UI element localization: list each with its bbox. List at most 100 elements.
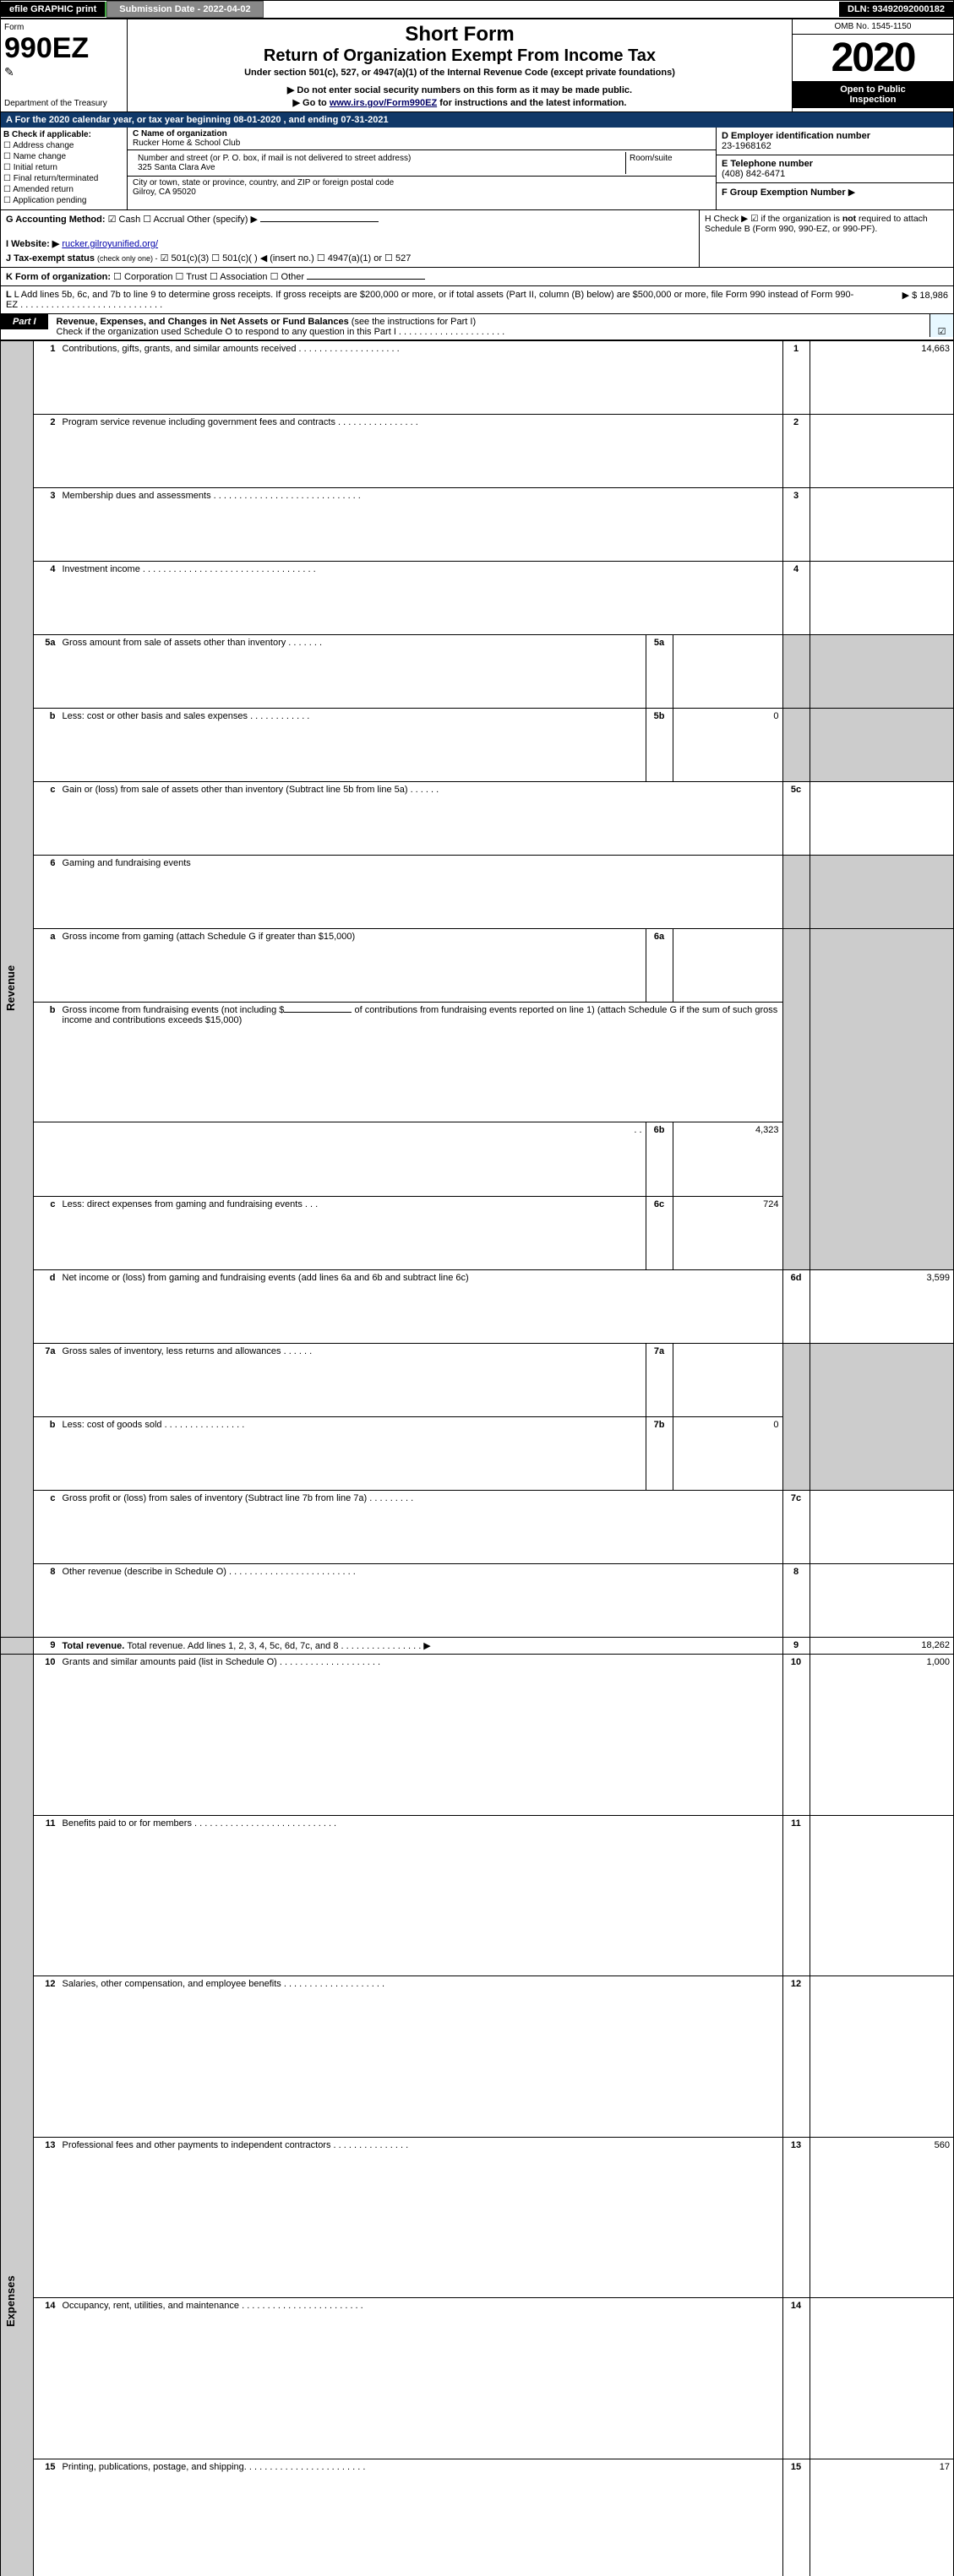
row-6a: aGross income from gaming (attach Schedu… (1, 929, 953, 1003)
h-not: not (842, 214, 856, 224)
goto-suffix: for instructions and the latest informat… (437, 98, 626, 108)
city-row: City or town, state or province, country… (128, 177, 716, 198)
g-label: G Accounting Method: (6, 215, 106, 225)
section-gh: G Accounting Method: ☑ Cash ☐ Accrual Ot… (1, 210, 953, 268)
line-k: K Form of organization: ☐ Corporation ☐ … (1, 268, 953, 286)
lines-table: Revenue 1Contributions, gifts, grants, a… (1, 340, 953, 2576)
row-15: 15Printing, publications, postage, and s… (1, 2459, 953, 2576)
chk-application-pending[interactable]: ☐ Application pending (3, 196, 124, 205)
ein-label: D Employer identification number (722, 131, 948, 141)
block-c: C Name of organization Rucker Home & Sch… (128, 128, 717, 209)
org-name-label: C Name of organization (133, 129, 711, 139)
row-7c: cGross profit or (loss) from sales of in… (1, 1490, 953, 1563)
goto-prefix: ▶ Go to (293, 98, 330, 108)
l-text: L L Add lines 5b, 6c, and 7b to line 9 t… (6, 290, 864, 310)
title-main: Return of Organization Exempt From Incom… (136, 46, 783, 66)
goto-line: ▶ Go to www.irs.gov/Form990EZ for instru… (136, 97, 783, 108)
tel-label: E Telephone number (722, 159, 948, 169)
group-label: F Group Exemption Number (722, 187, 846, 198)
side-expenses: Expenses (1, 1655, 34, 2576)
row-1: Revenue 1Contributions, gifts, grants, a… (1, 341, 953, 415)
chk-initial-return[interactable]: ☐ Initial return (3, 163, 124, 172)
group-arrow: ▶ (848, 187, 855, 198)
form-number: 990EZ (4, 32, 123, 65)
row-4: 4Investment income . . . . . . . . . . .… (1, 562, 953, 635)
j-options[interactable]: ☑ 501(c)(3) ☐ 501(c)( ) ◀ (insert no.) ☐… (161, 253, 412, 264)
g-options[interactable]: ☑ Cash ☐ Accrual Other (specify) ▶ (108, 215, 258, 225)
part-i-checkbox[interactable]: ☑ (929, 314, 953, 337)
form-container: Form 990EZ ✎ Department of the Treasury … (0, 19, 954, 2576)
department-label: Department of the Treasury (4, 99, 107, 108)
k-options[interactable]: ☐ Corporation ☐ Trust ☐ Association ☐ Ot… (113, 272, 304, 282)
chk-final-return[interactable]: ☐ Final return/terminated (3, 174, 124, 183)
row-9: 9Total revenue. Total revenue. Add lines… (1, 1638, 953, 1655)
part-i-header: Part I Revenue, Expenses, and Changes in… (1, 314, 953, 340)
form-word: Form (4, 23, 123, 32)
block-b: B Check if applicable: ☐ Address change … (1, 128, 128, 209)
open-line2: Inspection (796, 95, 950, 105)
g-other-blank[interactable] (260, 221, 379, 222)
line-j: J Tax-exempt status (check only one) - ☑… (6, 253, 694, 264)
ssn-warning: ▶ Do not enter social security numbers o… (136, 84, 783, 95)
part-i-title-wrap: Revenue, Expenses, and Changes in Net As… (57, 314, 929, 340)
gh-left: G Accounting Method: ☑ Cash ☐ Accrual Ot… (1, 210, 700, 267)
title-short-form: Short Form (136, 23, 783, 46)
row-3: 3Membership dues and assessments . . . .… (1, 488, 953, 562)
room-cell: Room/suite (626, 152, 711, 174)
street-value: 325 Santa Clara Ave (138, 163, 620, 172)
header-left: Form 990EZ ✎ Department of the Treasury (1, 19, 128, 111)
ein-row: D Employer identification number 23-1968… (717, 128, 953, 155)
city-value: Gilroy, CA 95020 (133, 187, 711, 197)
omb-number: OMB No. 1545-1150 (793, 19, 953, 35)
part-i-tag: Part I (1, 314, 48, 329)
ein-value: 23-1968162 (722, 141, 948, 151)
open-line1: Open to Public (796, 84, 950, 95)
chk-name-change[interactable]: ☐ Name change (3, 152, 124, 161)
j-small: (check only one) - (97, 254, 158, 263)
part-i-title: Revenue, Expenses, and Changes in Net As… (57, 317, 349, 327)
k-label: K Form of organization: (6, 272, 111, 282)
efile-print-button[interactable]: efile GRAPHIC print (1, 2, 106, 17)
part-i-check-text: Check if the organization used Schedule … (57, 327, 396, 337)
row-12: 12Salaries, other compensation, and empl… (1, 1976, 953, 2138)
top-bar: efile GRAPHIC print Submission Date - 20… (0, 0, 954, 19)
website-link[interactable]: rucker.gilroyunified.org/ (62, 239, 158, 249)
chk-address-change[interactable]: ☐ Address change (3, 141, 124, 150)
irs-link[interactable]: www.irs.gov/Form990EZ (330, 98, 437, 108)
header-center: Short Form Return of Organization Exempt… (128, 19, 793, 111)
part-i-title-suffix: (see the instructions for Part I) (349, 317, 476, 327)
row-13: 13Professional fees and other payments t… (1, 2137, 953, 2298)
line-g: G Accounting Method: ☑ Cash ☐ Accrual Ot… (6, 214, 694, 225)
dln-label: DLN: 93492092000182 (839, 2, 953, 17)
i-label: I Website: ▶ (6, 239, 59, 249)
row-10: Expenses 10Grants and similar amounts pa… (1, 1655, 953, 1816)
tax-year: 2020 (793, 35, 953, 81)
chk-amended-return[interactable]: ☐ Amended return (3, 185, 124, 194)
row-2: 2Program service revenue including gover… (1, 415, 953, 488)
row-6c: cLess: direct expenses from gaming and f… (1, 1196, 953, 1269)
line-l: L L Add lines 5b, 6c, and 7b to line 9 t… (1, 286, 953, 314)
blocks-bcde: B Check if applicable: ☐ Address change … (1, 128, 953, 210)
val-1: 14,663 (810, 341, 953, 415)
row-5a: 5aGross amount from sale of assets other… (1, 635, 953, 709)
row-6d: dNet income or (loss) from gaming and fu… (1, 1269, 953, 1343)
row-14: 14Occupancy, rent, utilities, and mainte… (1, 2298, 953, 2459)
row-7a: 7aGross sales of inventory, less returns… (1, 1343, 953, 1416)
row-11: 11Benefits paid to or for members . . . … (1, 1815, 953, 1976)
submission-date-button[interactable]: Submission Date - 2022-04-02 (106, 1, 263, 18)
street-cell: Number and street (or P. O. box, if mail… (133, 152, 626, 174)
row-5c: cGain or (loss) from sale of assets othe… (1, 782, 953, 856)
line-h: H Check ▶ ☑ if the organization is not r… (700, 210, 953, 267)
street-row: Number and street (or P. O. box, if mail… (128, 150, 716, 177)
org-name-row: C Name of organization Rucker Home & Sch… (128, 128, 716, 150)
j-label: J Tax-exempt status (6, 253, 95, 264)
row-6b: . .6b4,323 (1, 1122, 953, 1196)
tel-value: (408) 842-6471 (722, 169, 948, 179)
city-label: City or town, state or province, country… (133, 178, 711, 187)
row-6: 6Gaming and fundraising events (1, 856, 953, 929)
block-b-title: B Check if applicable: (3, 130, 124, 139)
room-label: Room/suite (630, 154, 707, 163)
row-5b: bLess: cost or other basis and sales exp… (1, 709, 953, 782)
row-6b-text: bGross income from fundraising events (n… (1, 1003, 953, 1122)
k-other-blank[interactable] (307, 279, 425, 280)
